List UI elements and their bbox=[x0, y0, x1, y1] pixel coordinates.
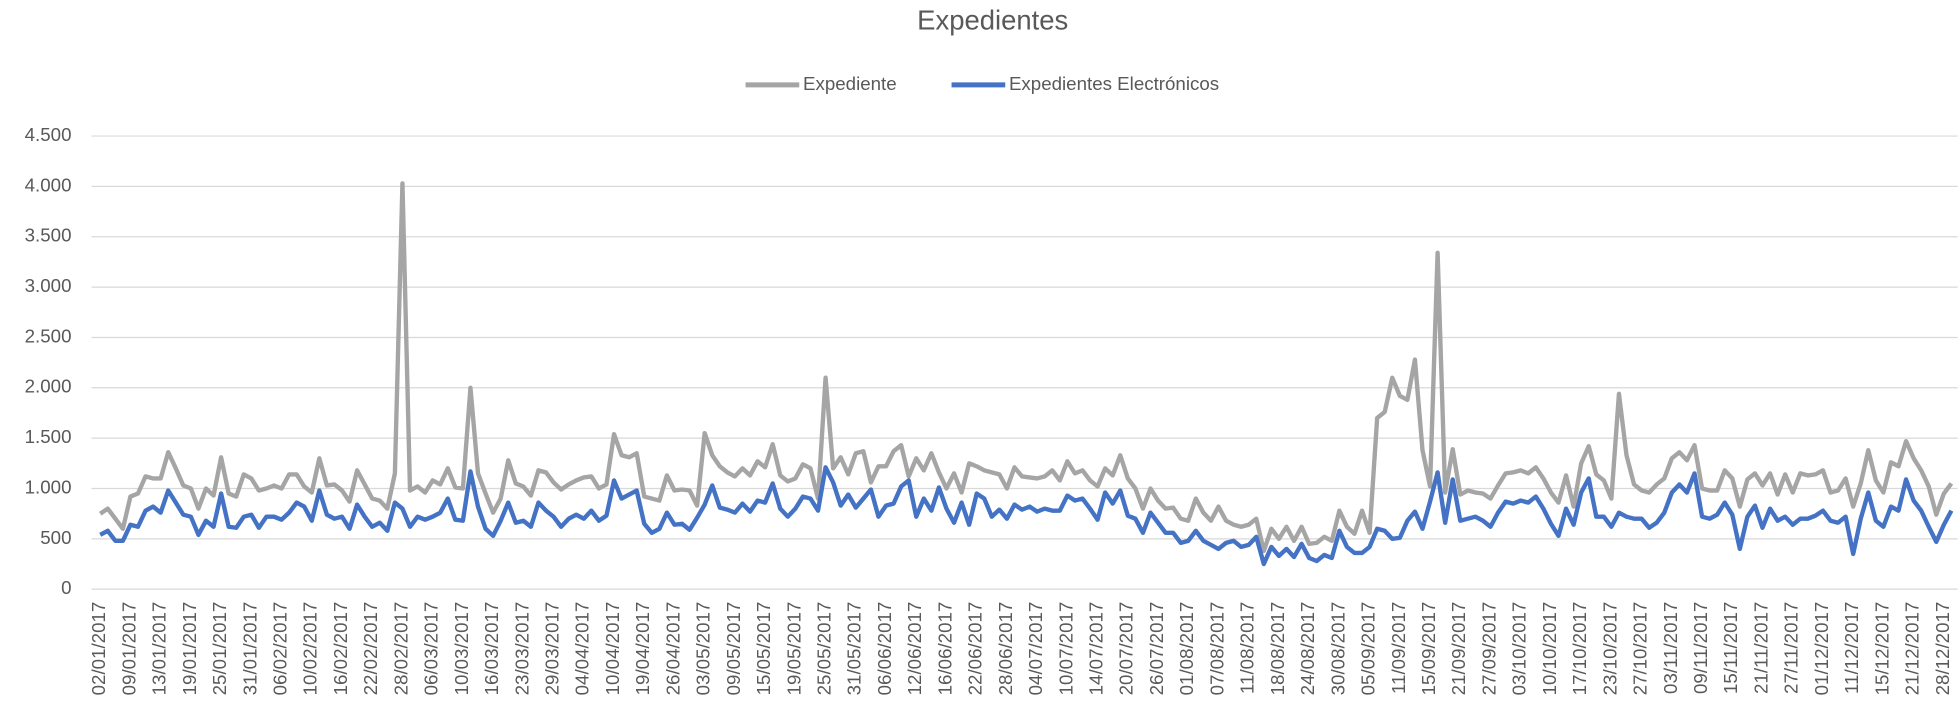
x-tick-label: 23/10/2017 bbox=[1599, 602, 1620, 696]
x-tick-label: 30/08/2017 bbox=[1327, 602, 1348, 696]
y-tick-label: 500 bbox=[40, 527, 71, 548]
x-tick-label: 02/01/2017 bbox=[88, 602, 109, 696]
x-tick-label: 03/05/2017 bbox=[693, 602, 714, 696]
x-tick-label: 17/10/2017 bbox=[1569, 602, 1590, 696]
x-tick-label: 28/02/2017 bbox=[390, 602, 411, 696]
chart-title: Expedientes bbox=[917, 5, 1068, 36]
y-tick-label: 2.000 bbox=[25, 376, 72, 397]
x-tick-label: 19/04/2017 bbox=[632, 602, 653, 696]
x-tick-label: 03/11/2017 bbox=[1660, 602, 1681, 694]
x-tick-label: 06/02/2017 bbox=[269, 602, 290, 696]
x-tick-label: 21/12/2017 bbox=[1902, 602, 1923, 696]
x-tick-label: 10/04/2017 bbox=[602, 602, 623, 696]
x-tick-label: 15/09/2017 bbox=[1418, 602, 1439, 696]
x-tick-label: 04/04/2017 bbox=[572, 602, 593, 696]
x-tick-label: 27/09/2017 bbox=[1478, 602, 1499, 696]
x-tick-label: 27/10/2017 bbox=[1630, 602, 1651, 696]
y-tick-label: 4.000 bbox=[25, 174, 72, 195]
x-tick-label: 11/09/2017 bbox=[1388, 602, 1409, 694]
x-tick-label: 28/06/2017 bbox=[995, 602, 1016, 696]
legend-label: Expediente bbox=[803, 73, 897, 94]
x-tick-label: 04/07/2017 bbox=[1025, 602, 1046, 696]
x-tick-label: 19/05/2017 bbox=[783, 602, 804, 696]
x-tick-label: 22/06/2017 bbox=[965, 602, 986, 696]
x-tick-label: 15/05/2017 bbox=[753, 602, 774, 696]
x-tick-label: 19/01/2017 bbox=[179, 602, 200, 696]
x-tick-label: 26/07/2017 bbox=[1146, 602, 1167, 696]
x-tick-label: 21/11/2017 bbox=[1750, 602, 1771, 694]
x-tick-label: 23/03/2017 bbox=[511, 602, 532, 696]
x-tick-label: 14/07/2017 bbox=[1086, 602, 1107, 696]
x-tick-label: 10/02/2017 bbox=[300, 602, 321, 696]
x-tick-label: 22/02/2017 bbox=[360, 602, 381, 696]
y-tick-label: 0 bbox=[61, 577, 71, 598]
y-tick-label: 2.500 bbox=[25, 325, 72, 346]
x-tick-label: 25/05/2017 bbox=[814, 602, 835, 696]
x-tick-label: 20/07/2017 bbox=[1116, 602, 1137, 696]
y-tick-label: 3.000 bbox=[25, 275, 72, 296]
x-tick-label: 15/12/2017 bbox=[1871, 602, 1892, 696]
x-tick-label: 29/03/2017 bbox=[542, 602, 563, 696]
y-tick-label: 1.500 bbox=[25, 426, 72, 447]
x-tick-label: 12/06/2017 bbox=[904, 602, 925, 696]
x-tick-label: 28/12/2017 bbox=[1932, 602, 1953, 696]
x-tick-label: 31/05/2017 bbox=[844, 602, 865, 696]
x-tick-label: 11/12/2017 bbox=[1841, 602, 1862, 694]
chart: Expedientes 0 500 1.000 1.500 2.000 2.500 3.00… bbox=[0, 0, 1958, 724]
x-tick-label: 10/10/2017 bbox=[1539, 602, 1560, 696]
x-tick-label: 15/11/2017 bbox=[1720, 602, 1741, 694]
x-tick-label: 01/12/2017 bbox=[1811, 602, 1832, 696]
x-tick-label: 27/11/2017 bbox=[1781, 602, 1802, 694]
x-tick-label: 16/02/2017 bbox=[330, 602, 351, 696]
x-tick-label: 16/03/2017 bbox=[481, 602, 502, 696]
x-tick-label: 16/06/2017 bbox=[934, 602, 955, 696]
x-tick-label: 31/01/2017 bbox=[239, 602, 260, 696]
x-tick-label: 06/03/2017 bbox=[421, 602, 442, 696]
x-tick-label: 05/09/2017 bbox=[1358, 602, 1379, 696]
x-tick-label: 26/04/2017 bbox=[662, 602, 683, 696]
x-tick-label: 07/08/2017 bbox=[1206, 602, 1227, 696]
x-tick-label: 09/05/2017 bbox=[723, 602, 744, 696]
x-tick-label: 24/08/2017 bbox=[1297, 602, 1318, 696]
y-tick-label: 4.500 bbox=[25, 124, 72, 145]
x-tick-label: 10/03/2017 bbox=[451, 602, 472, 696]
x-tick-label: 21/09/2017 bbox=[1448, 602, 1469, 696]
x-tick-label: 06/06/2017 bbox=[874, 602, 895, 696]
x-tick-label: 09/01/2017 bbox=[118, 602, 139, 696]
x-tick-label: 11/08/2017 bbox=[1237, 602, 1258, 694]
x-tick-label: 18/08/2017 bbox=[1267, 602, 1288, 696]
x-tick-label: 01/08/2017 bbox=[1176, 602, 1197, 696]
x-tick-label: 25/01/2017 bbox=[209, 602, 230, 696]
y-tick-label: 3.500 bbox=[25, 225, 72, 246]
x-tick-label: 10/07/2017 bbox=[1055, 602, 1076, 696]
legend-label: Expedientes Electrónicos bbox=[1009, 73, 1219, 94]
x-tick-label: 09/11/2017 bbox=[1690, 602, 1711, 694]
y-tick-label: 1.000 bbox=[25, 476, 72, 497]
x-tick-label: 13/01/2017 bbox=[149, 602, 170, 696]
x-tick-label: 03/10/2017 bbox=[1509, 602, 1530, 696]
